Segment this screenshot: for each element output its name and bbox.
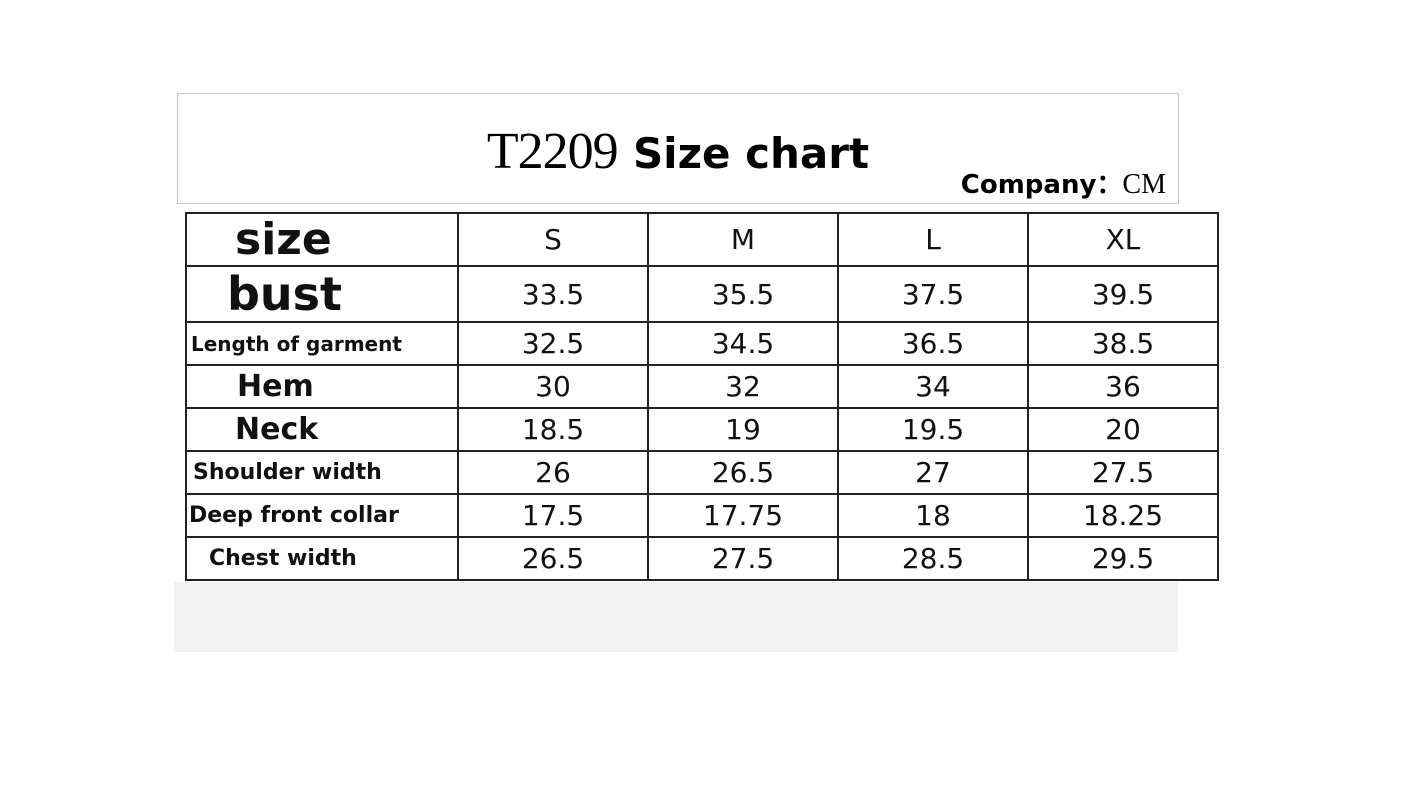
table-cell: 30 (457, 364, 649, 409)
table-cell: 18 (837, 493, 1029, 538)
table-cell: 27 (837, 450, 1029, 495)
table-cell: 26.5 (457, 536, 649, 581)
table-row: bust 33.5 35.5 37.5 39.5 (185, 265, 1219, 323)
table-cell: 18.5 (457, 407, 649, 452)
page-title: T2209 Size chart (178, 122, 1178, 181)
table-cell: 33.5 (457, 265, 649, 323)
table-cell: 32.5 (457, 321, 649, 366)
row-label: Deep front collar (185, 493, 459, 538)
table-header-row: size S M L XL (185, 212, 1219, 267)
column-header: L (837, 212, 1029, 267)
table-cell: 18.25 (1027, 493, 1219, 538)
column-header: XL (1027, 212, 1219, 267)
footer-band (174, 582, 1178, 652)
table-cell: 37.5 (837, 265, 1029, 323)
table-cell: 29.5 (1027, 536, 1219, 581)
table-cell: 34.5 (647, 321, 839, 366)
row-label: size (185, 212, 459, 267)
table-cell: 28.5 (837, 536, 1029, 581)
product-code: T2209 (486, 123, 619, 180)
table-cell: 26 (457, 450, 649, 495)
table-cell: 26.5 (647, 450, 839, 495)
table-cell: 17.75 (647, 493, 839, 538)
table-cell: 19 (647, 407, 839, 452)
table-cell: 27.5 (1027, 450, 1219, 495)
table-row: Hem 30 32 34 36 (185, 364, 1219, 409)
company-label: Company： (960, 170, 1123, 200)
table-cell: 36.5 (837, 321, 1029, 366)
table-cell: 32 (647, 364, 839, 409)
row-label: Hem (185, 364, 459, 409)
title-text: Size chart (632, 129, 870, 178)
table-row: Length of garment 32.5 34.5 36.5 38.5 (185, 321, 1219, 366)
table-cell: 17.5 (457, 493, 649, 538)
table-row: Neck 18.5 19 19.5 20 (185, 407, 1219, 452)
row-label: Length of garment (185, 321, 459, 366)
unit-value: CM (1122, 169, 1166, 200)
size-table: size S M L XL bust 33.5 35.5 37.5 39.5 Length of g… (185, 212, 1219, 581)
table-cell: 34 (837, 364, 1029, 409)
unit-note: Company：CM (961, 164, 1166, 201)
column-header: M (647, 212, 839, 267)
table-cell: 19.5 (837, 407, 1029, 452)
table-row: Shoulder width 26 26.5 27 27.5 (185, 450, 1219, 495)
table-cell: 35.5 (647, 265, 839, 323)
table-row: Deep front collar 17.5 17.75 18 18.25 (185, 493, 1219, 538)
row-label: bust (185, 265, 459, 323)
table-cell: 38.5 (1027, 321, 1219, 366)
table-cell: 20 (1027, 407, 1219, 452)
table-cell: 36 (1027, 364, 1219, 409)
row-label: Chest width (185, 536, 459, 581)
table-row: Chest width 26.5 27.5 28.5 29.5 (185, 536, 1219, 581)
row-label: Shoulder width (185, 450, 459, 495)
chart-header: T2209 Size chart Company：CM (177, 93, 1179, 204)
table-cell: 27.5 (647, 536, 839, 581)
table-cell: 39.5 (1027, 265, 1219, 323)
column-header: S (457, 212, 649, 267)
row-label: Neck (185, 407, 459, 452)
